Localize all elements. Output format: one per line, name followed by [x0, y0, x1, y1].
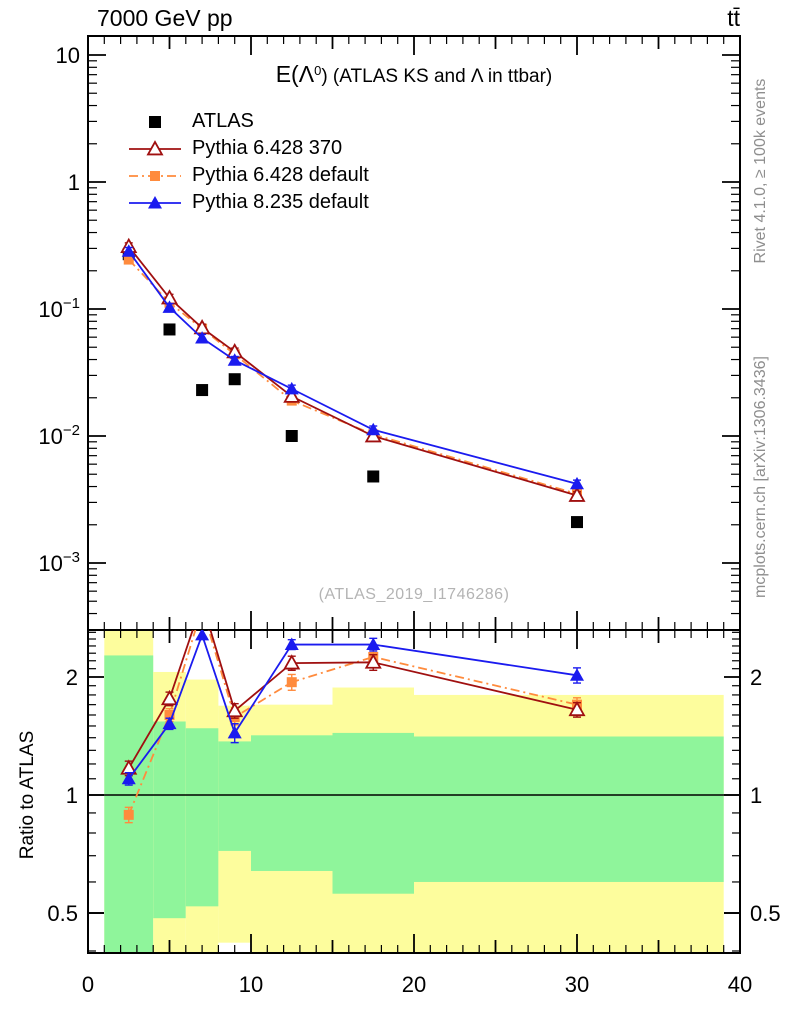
plot-title-observable: E(Λ: [275, 61, 315, 87]
atlas-marker: [285, 430, 298, 442]
x-tick-label: 20: [402, 972, 426, 997]
pythia-6-428-default-marker: [197, 603, 207, 613]
legend-item-pythia8-default: Pythia 8.235 default: [127, 189, 369, 216]
main-y-tick-label: 10: [56, 43, 80, 68]
x-tick-label: 30: [565, 972, 589, 997]
pythia-8-235-default-marker: [148, 195, 162, 208]
ratio-y-tick-label-left: 1: [66, 783, 78, 808]
pythia-8-235-default-marker: [284, 637, 299, 651]
pythia-8-235-default-marker: [195, 630, 210, 641]
main-y-tick-label: 10−2: [38, 422, 80, 449]
analysis-id-watermark: (ATLAS_2019_I1746286): [318, 586, 510, 603]
pythia-8-235-default-marker: [366, 637, 381, 651]
process-label: tt̄: [727, 5, 740, 31]
pythia6-370-line-icon: [129, 139, 181, 155]
pythia-6-428-default-marker: [123, 254, 134, 265]
main-series: [120, 237, 586, 529]
axis-tick-labels: 0 10 20 30 40 10 1 10−1 10−2 10−3 2 2 1 1 0.5 0.5: [38, 43, 780, 997]
pythia-6-428-default-marker: [123, 809, 134, 820]
pythia-8-235-default-marker: [366, 422, 381, 436]
pythia-8-235-default-marker: [195, 331, 210, 344]
ratio-y-tick-label-right: 1: [750, 783, 762, 808]
ratio-y-tick-label-right: 2: [750, 665, 762, 690]
pythia-6-428-default-line: [128, 258, 578, 495]
pythia-8-235-default-marker: [227, 725, 242, 739]
atlas-marker: [571, 516, 583, 529]
pythia-6-428-370-marker: [146, 139, 164, 155]
plot-title-superscript: 0: [314, 63, 322, 78]
atlas-marker: [367, 470, 380, 483]
plot-title: E(Λ0) (ATLAS KS and Λ in ttbar): [88, 61, 740, 88]
green-band: [414, 736, 724, 882]
atlas-marker: [228, 373, 241, 386]
atlas-marker: [149, 115, 161, 128]
green-band: [218, 741, 251, 851]
pythia6-default-line-icon: [129, 170, 181, 181]
legend-label: Pythia 6.428 default: [192, 164, 369, 186]
pythia-6-428-370-marker: [283, 387, 301, 403]
main-y-tick-label: 1: [68, 170, 80, 195]
pythia-8-235-default-marker: [121, 771, 136, 785]
pythia-6-428-default-marker: [164, 709, 175, 720]
pythia-8-235-default-marker: [162, 716, 177, 730]
pythia-6-428-370-marker: [226, 701, 244, 718]
atlas-marker: [163, 323, 176, 336]
pythia8-default-line-icon: [129, 195, 181, 208]
pythia-8-235-default-marker: [284, 381, 299, 395]
green-band: [251, 735, 333, 871]
legend-label: ATLAS: [192, 110, 254, 132]
pythia-6-428-370-marker: [283, 654, 301, 670]
ratio-y-tick-label-right: 0.5: [750, 901, 781, 926]
mcplots-reference-text: mcplots.cern.ch [arXiv:1306.3436]: [752, 356, 769, 598]
rivet-version-text: Rivet 4.1.0, ≥ 100k events: [752, 78, 769, 264]
pythia-8-235-default-marker: [227, 353, 242, 366]
x-tick-label: 10: [239, 972, 263, 997]
legend-label: Pythia 6.428 370: [192, 137, 343, 159]
pythia-6-428-370-marker: [364, 653, 382, 669]
pythia-6-428-370-marker: [568, 486, 586, 502]
pythia-8-235-default-marker: [570, 476, 584, 490]
ratio-panel-frame: [87, 629, 741, 954]
ratio-series: [120, 603, 586, 824]
legend-item-pythia6-370: Pythia 6.428 370: [127, 135, 369, 162]
main-y-tick-label: 10−1: [38, 295, 80, 322]
ratio-y-tick-label-left: 2: [66, 665, 78, 690]
green-band: [153, 721, 186, 919]
pythia-8-235-default-marker: [162, 300, 177, 313]
legend: ATLAS Pythia 6.428 370 Pythia 6.428 defa…: [127, 108, 369, 216]
atlas-marker-icon: [149, 115, 161, 128]
pythia-8-235-default-line: [128, 250, 578, 485]
x-tick-label: 40: [728, 972, 752, 997]
beam-energy-label: 7000 GeV pp: [97, 5, 233, 31]
pythia-6-428-default-marker: [150, 170, 160, 181]
legend-label: Pythia 8.235 default: [192, 191, 369, 213]
ratio-uncertainty-bands: [104, 630, 724, 953]
pythia-8-235-default-marker: [570, 668, 584, 681]
axis-ticks: [87, 36, 741, 953]
ratio-y-tick-label-left: 0.5: [47, 901, 78, 926]
pythia-6-428-370-marker: [160, 689, 179, 706]
legend-item-atlas: ATLAS: [127, 108, 369, 135]
pythia-6-428-370-line: [128, 246, 578, 497]
ratio-axis-title: Ratio to ATLAS: [17, 730, 38, 860]
green-band: [332, 732, 414, 894]
pythia-6-428-370-marker: [364, 427, 382, 443]
green-band: [185, 728, 219, 907]
green-band: [104, 655, 154, 953]
pythia-8-235-default-marker: [121, 244, 136, 257]
legend-item-pythia6-default: Pythia 6.428 default: [127, 162, 369, 189]
pythia-6-428-default-marker: [286, 677, 297, 688]
x-tick-label: 0: [82, 972, 94, 997]
atlas-marker: [196, 384, 209, 397]
main-y-tick-label: 10−3: [38, 549, 80, 576]
plot-title-detail: ) (ATLAS KS and Λ in ttbar): [321, 66, 553, 87]
pythia-6-428-370-marker: [568, 700, 586, 717]
